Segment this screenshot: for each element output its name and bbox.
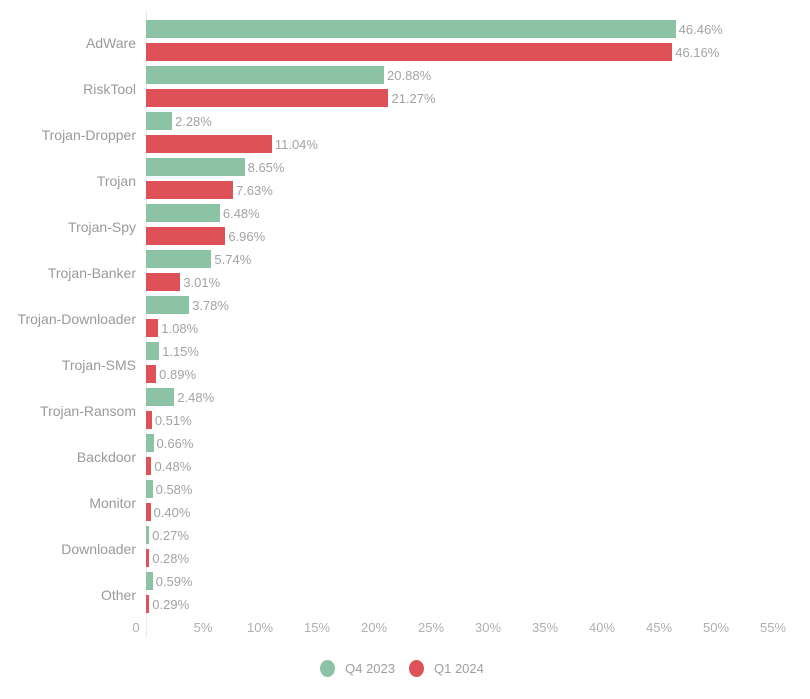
legend-item-q4-2023[interactable]: Q4 2023 xyxy=(320,660,395,677)
x-tick-label: 25% xyxy=(417,620,445,635)
bar-q4-2023[interactable] xyxy=(146,250,212,268)
bar-q1-2024[interactable] xyxy=(146,89,389,107)
category-label: Trojan xyxy=(96,173,136,189)
bar-q1-2024[interactable] xyxy=(146,503,151,521)
bar-value-label: 0.89% xyxy=(159,367,197,382)
x-tick-label: 40% xyxy=(588,620,616,635)
bar-value-label: 1.15% xyxy=(162,344,199,359)
bar-q4-2023[interactable] xyxy=(146,480,153,498)
bar-value-label: 0.28% xyxy=(152,551,190,566)
bar-value-label: 3.01% xyxy=(183,275,221,290)
category-label: Monitor xyxy=(89,495,136,511)
x-tick-label: 0 xyxy=(132,620,140,635)
bar-value-label: 0.40% xyxy=(153,505,191,520)
bar-q4-2023[interactable] xyxy=(146,112,172,130)
x-tick-label: 55% xyxy=(759,620,787,635)
legend-dot-icon xyxy=(409,660,424,677)
bar-q1-2024[interactable] xyxy=(146,43,673,61)
bar-q1-2024[interactable] xyxy=(146,365,157,383)
category-label: Backdoor xyxy=(76,449,136,465)
category-label: Trojan-Dropper xyxy=(41,127,136,143)
bar-value-label: 46.16% xyxy=(675,45,720,60)
bar-value-label: 6.48% xyxy=(222,206,260,221)
category-label: Trojan-Spy xyxy=(68,219,136,235)
bar-q4-2023[interactable] xyxy=(146,204,220,222)
bar-q4-2023[interactable] xyxy=(146,66,385,84)
legend-item-q1-2024[interactable]: Q1 2024 xyxy=(409,660,484,677)
bar-q4-2023[interactable] xyxy=(146,526,150,544)
legend-label: Q1 2024 xyxy=(434,661,484,676)
x-tick-label: 30% xyxy=(474,620,502,635)
bar-value-label: 2.48% xyxy=(177,390,215,405)
bar-q4-2023[interactable] xyxy=(146,572,153,590)
x-tick-label: 20% xyxy=(360,620,388,635)
bar-q4-2023[interactable] xyxy=(146,342,160,360)
bar-q1-2024[interactable] xyxy=(146,273,181,291)
bar-value-label: 2.28% xyxy=(174,114,212,129)
bar-q1-2024[interactable] xyxy=(146,227,226,245)
bar-q1-2024[interactable] xyxy=(146,135,272,153)
category-label: RiskTool xyxy=(83,81,136,97)
bar-q4-2023[interactable] xyxy=(146,20,676,38)
bar-q1-2024[interactable] xyxy=(146,181,233,199)
bar-q4-2023[interactable] xyxy=(146,434,154,452)
bar-value-label: 11.04% xyxy=(274,137,318,152)
bar-value-label: 0.29% xyxy=(152,597,190,612)
x-tick-label: 50% xyxy=(702,620,730,635)
bar-value-label: 8.65% xyxy=(247,160,285,175)
bar-value-label: 21.27% xyxy=(391,91,436,106)
bar-value-label: 0.27% xyxy=(152,528,189,543)
x-tick-label: 45% xyxy=(645,620,673,635)
category-label: Trojan-Banker xyxy=(47,265,136,281)
bar-q4-2023[interactable] xyxy=(146,158,245,176)
category-label: Trojan-Ransom xyxy=(40,403,136,419)
bar-q4-2023[interactable] xyxy=(146,296,190,314)
bar-value-label: 0.66% xyxy=(156,436,194,451)
bar-value-label: 0.58% xyxy=(155,482,193,497)
bar-value-label: 20.88% xyxy=(387,68,432,83)
x-tick-label: 10% xyxy=(246,620,274,635)
bar-value-label: 0.48% xyxy=(154,459,192,474)
bar-q4-2023[interactable] xyxy=(146,388,175,406)
category-label: Trojan-SMS xyxy=(61,357,136,373)
category-label: Trojan-Downloader xyxy=(17,311,136,327)
bar-value-label: 46.46% xyxy=(678,22,723,37)
bar-value-label: 5.74% xyxy=(214,252,252,267)
category-label: Downloader xyxy=(61,541,136,557)
bar-value-label: 0.59% xyxy=(155,574,193,589)
category-label: Other xyxy=(100,587,136,603)
bar-q1-2024[interactable] xyxy=(146,595,150,613)
x-tick-label: 5% xyxy=(193,620,213,635)
legend-label: Q4 2023 xyxy=(345,661,395,676)
x-tick-label: 15% xyxy=(303,620,331,635)
category-label: AdWare xyxy=(85,35,136,51)
legend-dot-icon xyxy=(320,660,336,677)
bar-value-label: 1.08% xyxy=(161,321,199,336)
bar-q1-2024[interactable] xyxy=(146,411,152,429)
legend: Q4 2023 Q1 2024 xyxy=(0,660,810,677)
bar-q1-2024[interactable] xyxy=(146,457,152,475)
bar-q1-2024[interactable] xyxy=(146,549,150,567)
bar-value-label: 3.78% xyxy=(192,298,229,313)
bar-value-label: 7.63% xyxy=(235,183,273,198)
bar-value-label: 0.51% xyxy=(154,413,192,428)
bar-value-label: 6.96% xyxy=(228,229,266,244)
bar-q1-2024[interactable] xyxy=(146,319,159,337)
x-tick-label: 35% xyxy=(531,620,559,635)
